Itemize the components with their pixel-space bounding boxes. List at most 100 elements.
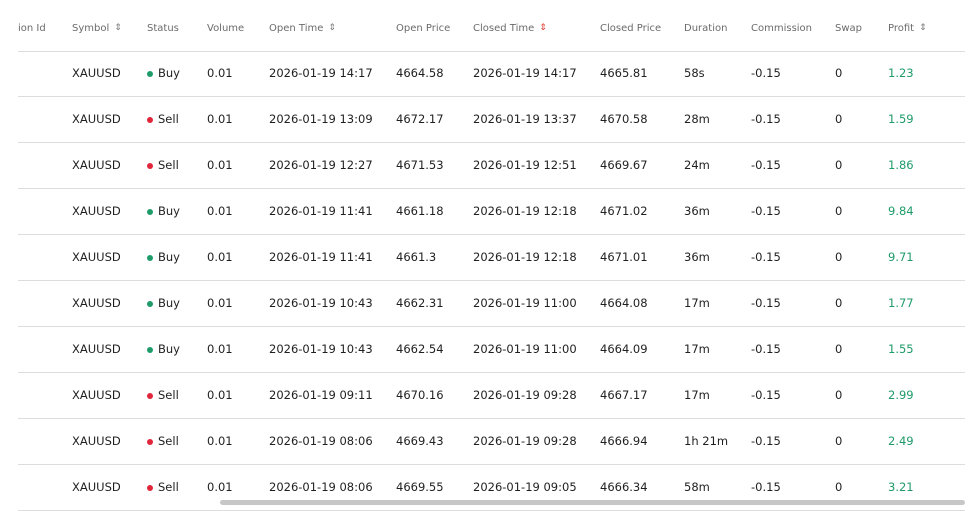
cell-closed-time: 2026-01-19 14:17 [473,66,577,80]
cell-volume: 0.01 [207,112,233,126]
commission-value: -0.15 [751,296,781,310]
cell-status: Buy [147,204,180,218]
profit-value: 9.71 [888,250,914,264]
column-header-symbol[interactable]: Symbol ⇕ [72,23,122,34]
cell-open-time: 2026-01-19 10:43 [269,342,373,356]
cell-profit: 3.21 [888,480,914,494]
duration-value: 58s [684,66,705,80]
table-row[interactable]: XAUUSD Sell 0.01 2026-01-19 13:09 4672.17 202… [18,97,965,143]
sort-icon[interactable]: ⇕ [919,23,927,33]
profit-value: 1.77 [888,296,914,310]
cell-swap: 0 [835,204,842,218]
open-price-value: 4661.3 [396,250,437,264]
commission-value: -0.15 [751,158,781,172]
status-value: Buy [158,204,180,218]
column-label: Duration [684,23,728,34]
table-row[interactable]: XAUUSD Buy 0.01 2026-01-19 11:41 4661.3 2026-… [18,235,965,281]
open-time-value: 2026-01-19 11:41 [269,250,373,264]
table-row[interactable]: XAUUSD Buy 0.01 2026-01-19 10:43 4662.54 2026… [18,327,965,373]
table-row[interactable]: XAUUSD Sell 0.01 2026-01-19 08:06 4669.43 202… [18,419,965,465]
cell-commission: -0.15 [751,342,781,356]
closed-time-value: 2026-01-19 12:51 [473,158,577,172]
swap-value: 0 [835,250,843,264]
cell-volume: 0.01 [207,158,233,172]
table-row[interactable]: XAUUSD Buy 0.01 2026-01-19 11:41 4661.18 2026… [18,189,965,235]
table-row[interactable]: XAUUSD Sell 0.01 2026-01-19 08:06 4669.55 202… [18,465,965,511]
cell-profit: 2.49 [888,434,914,448]
cell-profit: 1.77 [888,296,914,310]
cell-status: Sell [147,480,179,494]
status-value: Sell [158,480,179,494]
column-label: Swap [835,23,863,34]
cell-status: Buy [147,342,180,356]
cell-commission: -0.15 [751,112,781,126]
cell-closed-time: 2026-01-19 09:28 [473,388,577,402]
cell-status: Buy [147,296,180,310]
sort-icon[interactable]: ⇕ [539,23,547,33]
sort-icon[interactable]: ⇕ [328,23,336,33]
column-header-swap: Swap [835,23,862,34]
closed-price-value: 4664.09 [600,342,648,356]
sort-icon[interactable]: ⇕ [114,23,122,33]
duration-value: 58m [684,480,710,494]
closed-price-value: 4669.67 [600,158,648,172]
duration-value: 24m [684,158,710,172]
open-time-value: 2026-01-19 12:27 [269,158,373,172]
closed-time-value: 2026-01-19 13:37 [473,112,577,126]
cell-duration: 36m [684,250,710,264]
profit-value: 2.49 [888,434,914,448]
duration-value: 36m [684,204,710,218]
column-header-status: Status [147,23,179,34]
profit-value: 9.84 [888,204,914,218]
sell-dot-icon [147,116,153,123]
cell-duration: 24m [684,158,710,172]
volume-value: 0.01 [207,204,233,218]
closed-time-value: 2026-01-19 12:18 [473,250,577,264]
cell-open-time: 2026-01-19 09:11 [269,388,373,402]
closed-price-value: 4666.94 [600,434,648,448]
closed-price-value: 4664.08 [600,296,648,310]
column-header-closed-time[interactable]: Closed Time ⇕ [473,23,547,34]
table-row[interactable]: XAUUSD Buy 0.01 2026-01-19 10:43 4662.31 2026… [18,281,965,327]
cell-closed-time: 2026-01-19 09:05 [473,480,577,494]
volume-value: 0.01 [207,66,233,80]
cell-open-time: 2026-01-19 08:06 [269,434,373,448]
cell-open-time: 2026-01-19 13:09 [269,112,373,126]
table-row[interactable]: XAUUSD Buy 0.01 2026-01-19 14:17 4664.58 2026… [18,51,965,97]
swap-value: 0 [835,158,843,172]
swap-value: 0 [835,434,843,448]
cell-duration: 17m [684,296,710,310]
symbol-value: XAUUSD [72,388,121,402]
cell-swap: 0 [835,112,842,126]
open-price-value: 4670.16 [396,388,444,402]
open-price-value: 4671.53 [396,158,444,172]
closed-time-value: 2026-01-19 14:17 [473,66,577,80]
volume-value: 0.01 [207,434,233,448]
swap-value: 0 [835,388,843,402]
cell-status: Buy [147,250,180,264]
table-row[interactable]: XAUUSD Sell 0.01 2026-01-19 09:11 4670.16 202… [18,373,965,419]
volume-value: 0.01 [207,342,233,356]
cell-swap: 0 [835,158,842,172]
symbol-value: XAUUSD [72,342,121,356]
status-value: Sell [158,388,179,402]
duration-value: 36m [684,250,710,264]
volume-value: 0.01 [207,250,233,264]
cell-duration: 58s [684,66,705,80]
symbol-value: XAUUSD [72,112,121,126]
column-header-open-time[interactable]: Open Time ⇕ [269,23,336,34]
horizontal-scrollbar[interactable] [220,500,965,505]
cell-swap: 0 [835,434,842,448]
column-label: Closed Time [473,23,535,34]
cell-open-time: 2026-01-19 11:41 [269,250,373,264]
status-value: Sell [158,112,179,126]
column-label: Open Price [396,23,451,34]
buy-dot-icon [147,208,153,215]
cell-closed-price: 4671.02 [600,204,648,218]
cell-closed-price: 4666.94 [600,434,648,448]
table-row[interactable]: XAUUSD Sell 0.01 2026-01-19 12:27 4671.53 202… [18,143,965,189]
cell-volume: 0.01 [207,250,233,264]
commission-value: -0.15 [751,480,781,494]
column-header-profit[interactable]: Profit ⇕ [888,23,927,34]
column-label: Commission [751,23,813,34]
